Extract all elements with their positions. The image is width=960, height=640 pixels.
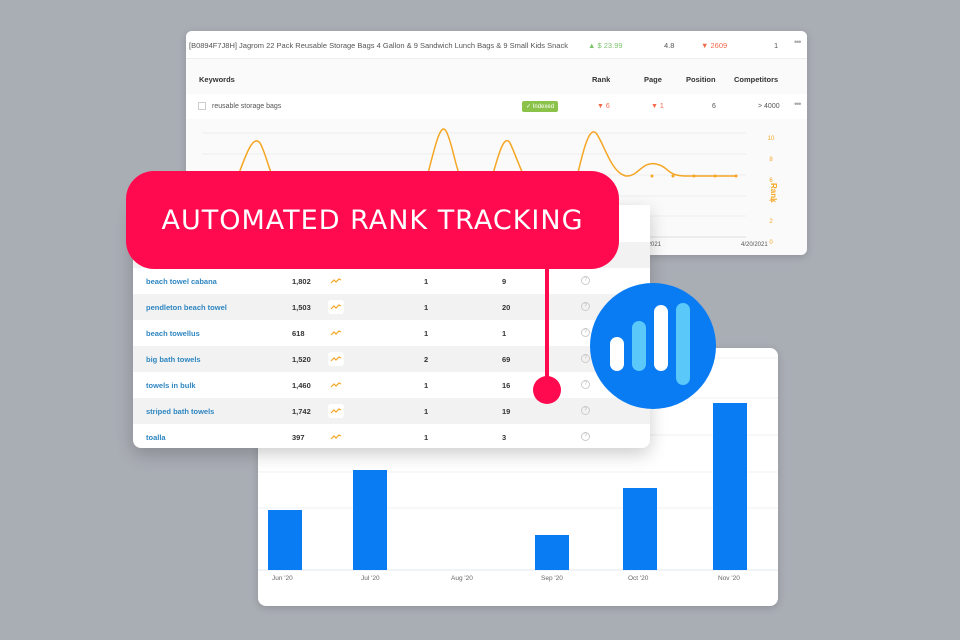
keyword-link[interactable]: striped bath towels xyxy=(146,407,215,416)
connector-dot xyxy=(533,376,561,404)
product-rating: 4.8 xyxy=(664,41,675,50)
banner-title: AUTOMATED RANK TRACKING xyxy=(161,204,584,236)
help-icon[interactable]: ? xyxy=(581,328,590,337)
indexed-badge: ✓ Indexed xyxy=(522,101,559,112)
trend-icon[interactable] xyxy=(328,352,344,366)
keyword-link[interactable]: beach towellus xyxy=(146,329,200,338)
bar-sep xyxy=(535,535,569,570)
header-competitors[interactable]: Competitors xyxy=(734,75,779,84)
x-tick-date-2: 4/20/2021 xyxy=(741,242,768,248)
table-row[interactable]: pendleton beach towel 1,503 1 20 ? xyxy=(133,294,650,320)
help-icon[interactable]: ? xyxy=(581,432,590,441)
header-page[interactable]: Page xyxy=(644,75,662,84)
keyword-link[interactable]: towels in bulk xyxy=(146,381,196,390)
bar-jun xyxy=(268,510,302,570)
bar-oct xyxy=(623,488,657,570)
more-options-icon[interactable]: ••• xyxy=(794,37,802,47)
help-icon[interactable]: ? xyxy=(581,302,590,311)
product-price: ▲ $ 23.99 xyxy=(588,41,623,50)
trend-icon[interactable] xyxy=(328,274,344,288)
competitors-value: > 4000 xyxy=(758,103,780,110)
product-row[interactable]: [B0894F7J8H] Jagrom 22 Pack Reusable Sto… xyxy=(186,31,807,59)
x-tick-date-1: /2021 xyxy=(646,242,662,248)
trend-icon[interactable] xyxy=(328,404,344,418)
trend-icon[interactable] xyxy=(328,430,344,444)
feature-banner: AUTOMATED RANK TRACKING xyxy=(126,171,619,269)
header-keywords[interactable]: Keywords xyxy=(199,75,235,84)
keyword-link[interactable]: big bath towels xyxy=(146,355,201,364)
trend-icon[interactable] xyxy=(328,300,344,314)
product-bsr: ▼ 2609 xyxy=(701,41,728,50)
product-title[interactable]: [B0894F7J8H] Jagrom 22 Pack Reusable Sto… xyxy=(189,41,569,50)
trend-icon[interactable] xyxy=(328,378,344,392)
help-icon[interactable]: ? xyxy=(581,406,590,415)
keyword-link[interactable]: pendleton beach towel xyxy=(146,303,227,312)
connector-line xyxy=(545,266,549,380)
table-row[interactable]: toalla 397 1 3 ? xyxy=(133,424,650,448)
row-more-icon[interactable]: ••• xyxy=(794,99,802,109)
bar-nov xyxy=(713,403,747,570)
table-row[interactable]: towels in bulk 1,460 1 16 ? xyxy=(133,372,650,398)
expand-checkbox[interactable] xyxy=(198,102,206,110)
page-value: ▼ 1 xyxy=(651,103,664,110)
position-value: 6 xyxy=(712,103,716,110)
help-icon[interactable]: ? xyxy=(581,276,590,285)
header-rank[interactable]: Rank xyxy=(592,75,611,84)
header-position[interactable]: Position xyxy=(686,75,716,84)
help-icon[interactable]: ? xyxy=(581,380,590,389)
rank-value: ▼ 6 xyxy=(597,103,610,110)
bar-jul xyxy=(353,470,387,570)
table-row[interactable]: beach towel cabana 1,802 1 9 ? xyxy=(133,268,650,294)
keyword-link[interactable]: toalla xyxy=(146,433,166,442)
product-count: 1 xyxy=(774,41,779,50)
keyword-text: reusable storage bags xyxy=(212,103,282,110)
table-row[interactable]: striped bath towels 1,742 1 19 ? xyxy=(133,398,650,424)
trend-icon[interactable] xyxy=(328,326,344,340)
table-row[interactable]: beach towellus 618 1 1 ? xyxy=(133,320,650,346)
bar-chart-icon xyxy=(590,283,716,409)
table-row[interactable]: big bath towels 1,520 2 69 ? xyxy=(133,346,650,372)
keyword-link[interactable]: beach towel cabana xyxy=(146,277,217,286)
rank-axis-label: Rank xyxy=(769,183,778,203)
keyword-row[interactable]: reusable storage bags ✓ Indexed ▼ 6 ▼ 1 … xyxy=(186,94,807,119)
rank-y-axis: 10 8 6 4 2 0 xyxy=(767,136,775,246)
help-icon[interactable]: ? xyxy=(581,354,590,363)
